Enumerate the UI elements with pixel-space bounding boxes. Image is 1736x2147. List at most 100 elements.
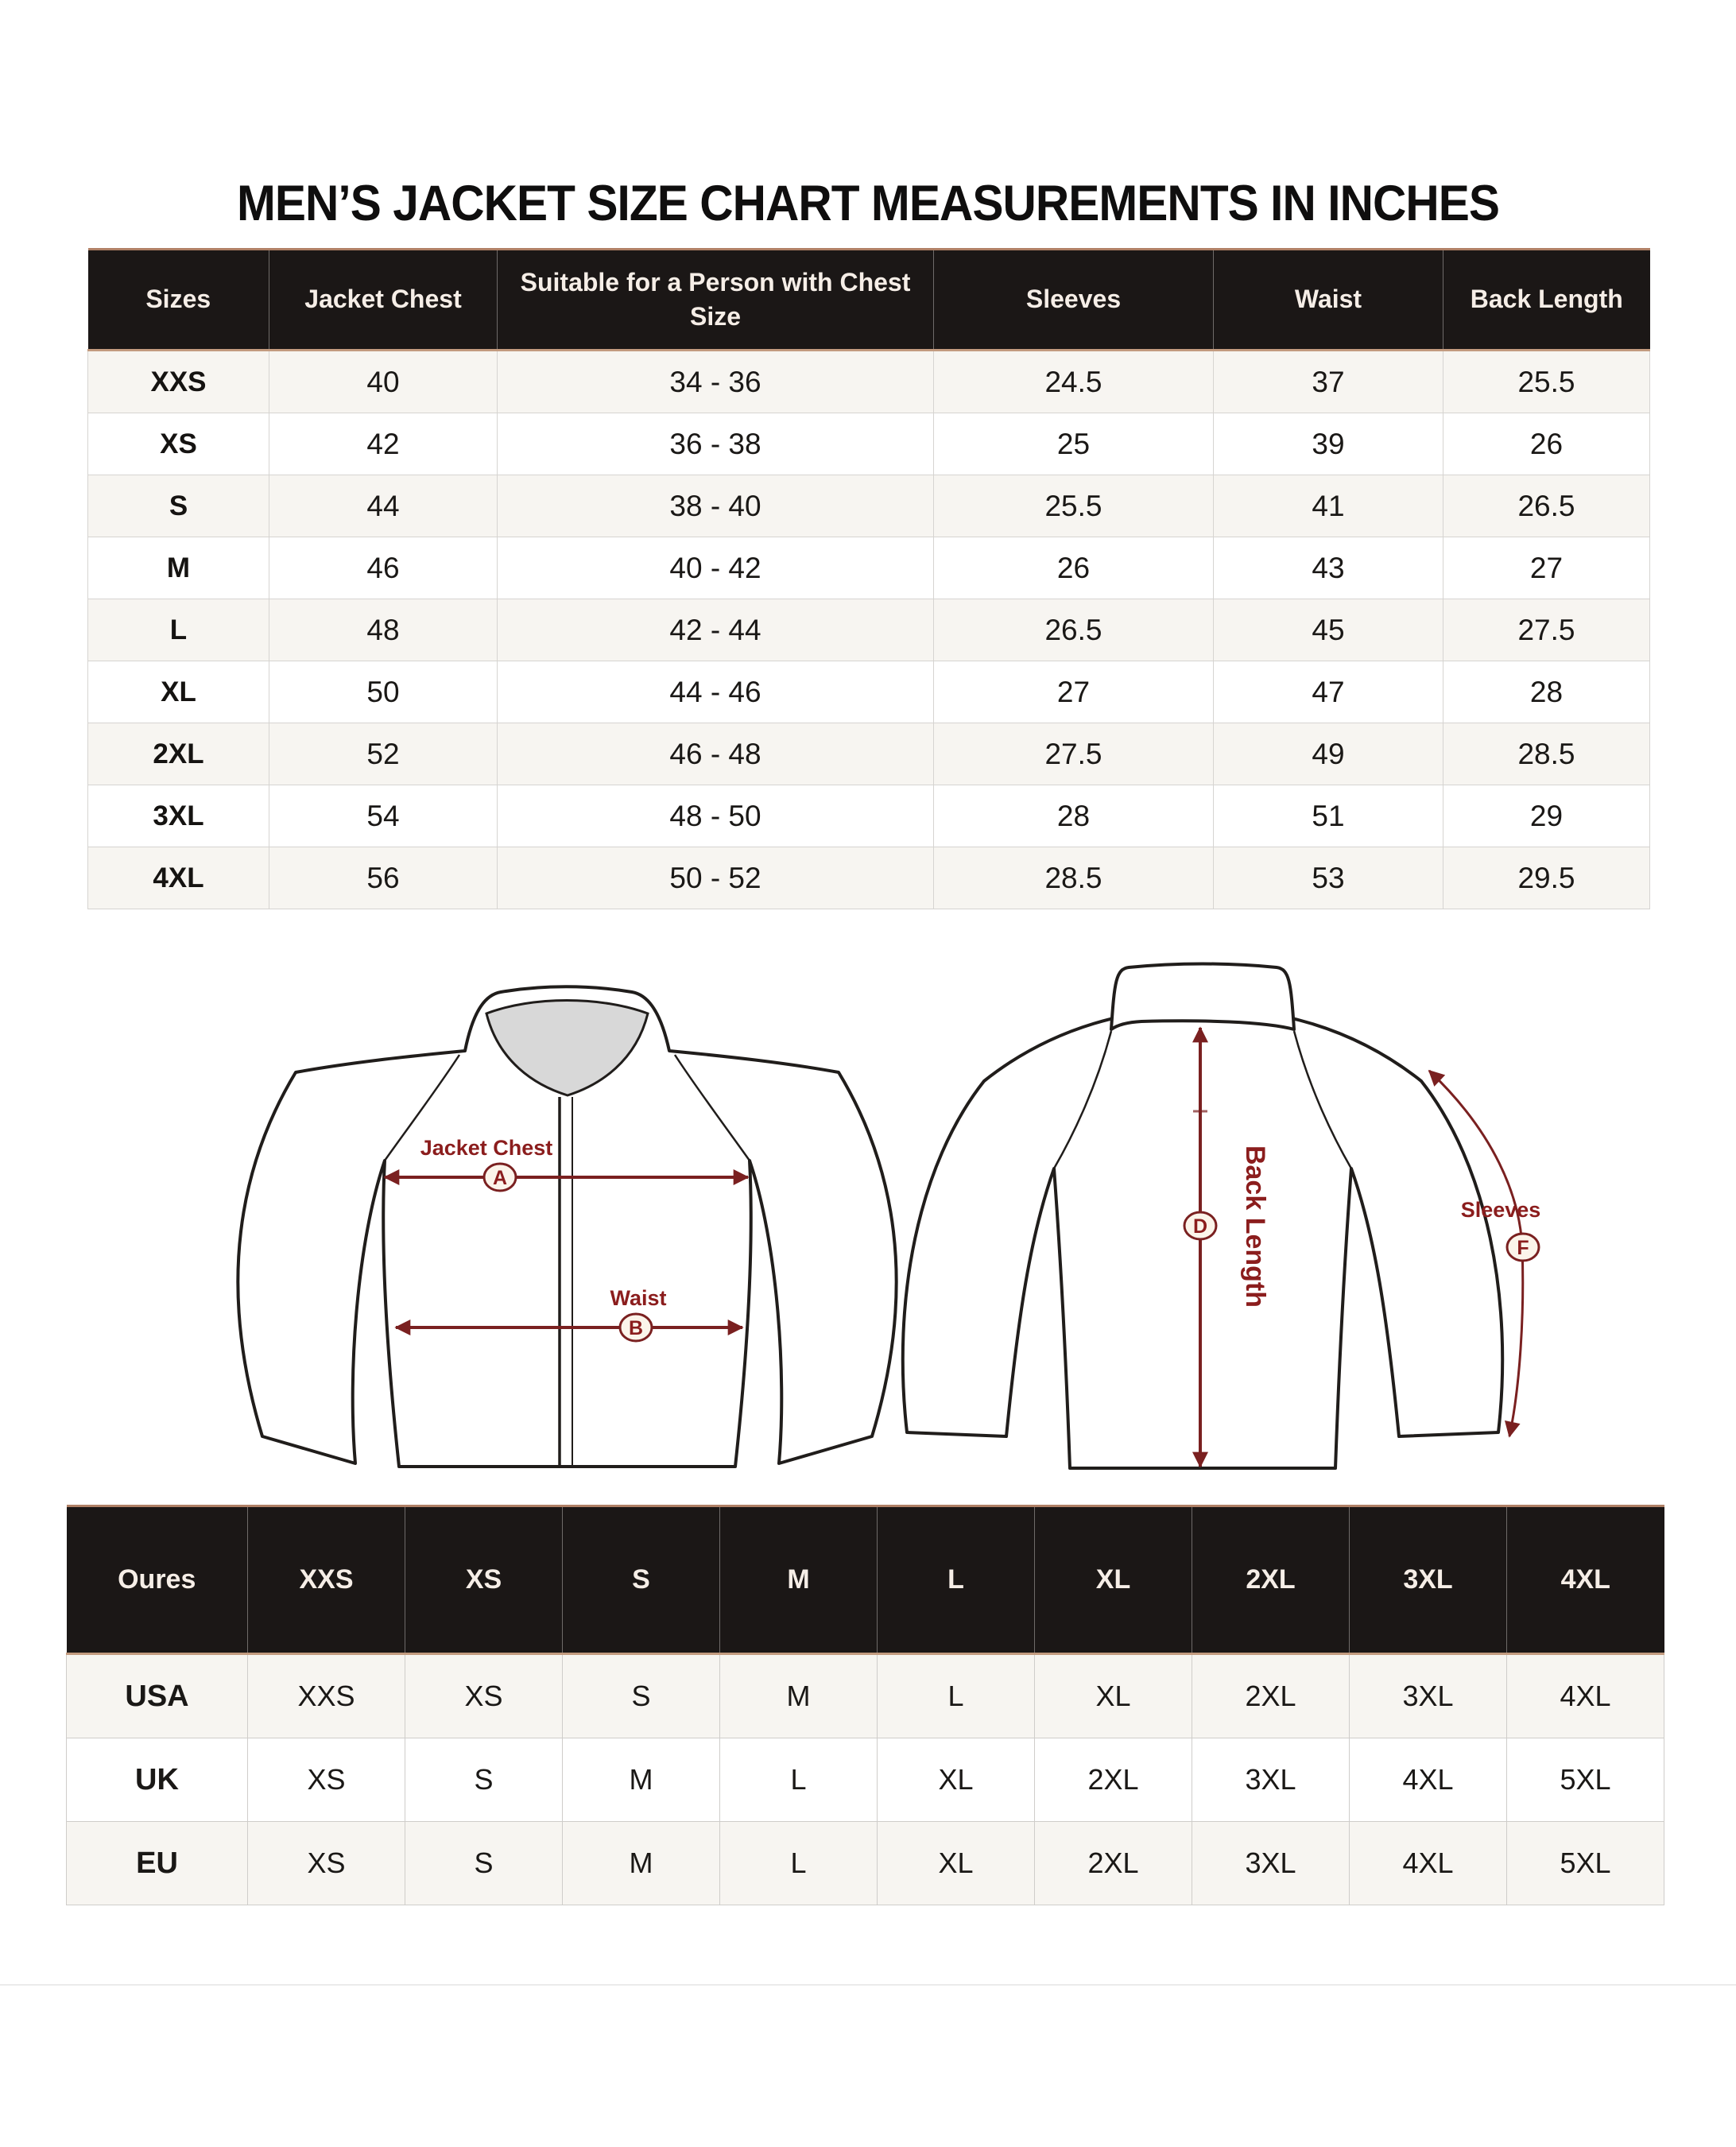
back-length-marker-letter: D (1193, 1215, 1207, 1238)
jacket-front-diagram: Jacket Chest A Waist B (236, 985, 898, 1468)
table-cell: 50 - 52 (497, 847, 934, 909)
table-cell: 3XL (1192, 1738, 1350, 1822)
table-cell: M (719, 1653, 878, 1738)
table-cell: 44 - 46 (497, 661, 934, 723)
row-header-cell: XXS (87, 350, 269, 413)
table-row: USA XXS XS S M L XL 2XL 3XL 4XL (66, 1653, 1664, 1738)
table-cell: 3XL (1192, 1821, 1350, 1905)
column-header: XXS (247, 1505, 405, 1655)
table-cell: 50 (269, 661, 498, 723)
table-cell: S (405, 1738, 563, 1822)
table-cell: XS (247, 1821, 405, 1905)
sleeves-marker-circle (1505, 1232, 1540, 1262)
table-row: XL 50 44 - 46 27 47 28 (87, 661, 1650, 723)
jacket-front-outline (236, 985, 898, 1468)
column-header: XL (1034, 1505, 1192, 1655)
table-cell: 25 (933, 413, 1214, 475)
table-cell: S (405, 1821, 563, 1905)
table-cell: 49 (1213, 723, 1443, 785)
table-cell: 52 (269, 723, 498, 785)
back-left-shoulder-seam (1052, 1030, 1113, 1169)
table-cell: 2XL (1034, 1738, 1192, 1822)
table-cell: 28.5 (933, 847, 1214, 909)
size-conversion-table: Oures XXS XS S M L XL 2XL 3XL 4XL USA XXS XS S M L XL 2X… (66, 1505, 1664, 1905)
table-cell: 4XL (1349, 1738, 1507, 1822)
header-row: Oures XXS XS S M L XL 2XL 3XL 4XL (66, 1505, 1664, 1655)
table-cell: 42 - 44 (497, 599, 934, 661)
table-cell: 47 (1213, 661, 1443, 723)
table-cell: 51 (1213, 785, 1443, 847)
table-cell: 3XL (1349, 1653, 1507, 1738)
column-header: Back Length (1443, 248, 1650, 351)
column-header: XS (405, 1505, 563, 1655)
table-cell: 28.5 (1443, 723, 1650, 785)
table-cell: 40 (269, 350, 498, 413)
table-cell: XL (877, 1738, 1035, 1822)
table-cell: 27.5 (933, 723, 1214, 785)
table-row: EU XS S M L XL 2XL 3XL 4XL 5XL (66, 1821, 1664, 1905)
table-cell: L (719, 1738, 878, 1822)
table-cell: 45 (1213, 599, 1443, 661)
table-cell: XL (877, 1821, 1035, 1905)
table-cell: 26 (1443, 413, 1650, 475)
size-table-body: XXS 40 34 - 36 24.5 37 25.5 XS 42 36 - 38 25 39 26 S… (87, 350, 1650, 909)
table-cell: 5XL (1506, 1738, 1664, 1822)
chest-label: Jacket Chest (420, 1136, 553, 1160)
table-cell: 53 (1213, 847, 1443, 909)
table-cell: 54 (269, 785, 498, 847)
row-header-cell: M (87, 537, 269, 599)
column-header: 3XL (1349, 1505, 1507, 1655)
row-header-cell: 4XL (87, 847, 269, 909)
table-cell: 43 (1213, 537, 1443, 599)
table-row: XS 42 36 - 38 25 39 26 (87, 413, 1650, 475)
table-cell: 28 (933, 785, 1214, 847)
table-row: 4XL 56 50 - 52 28.5 53 29.5 (87, 847, 1650, 909)
row-header-cell: S (87, 475, 269, 537)
table-cell: 4XL (1349, 1821, 1507, 1905)
table-cell: 25.5 (1443, 350, 1650, 413)
table-cell: 25.5 (933, 475, 1214, 537)
front-left-shoulder-seam (383, 1054, 461, 1161)
table-row: UK XS S M L XL 2XL 3XL 4XL 5XL (66, 1738, 1664, 1822)
jacket-front-collar (485, 999, 649, 1097)
header-row: Sizes Jacket Chest Suitable for a Person w… (87, 248, 1650, 351)
table-cell: M (562, 1821, 720, 1905)
table-cell: XL (1034, 1653, 1192, 1738)
row-header-cell: L (87, 599, 269, 661)
column-header: Suitable for a Person with Chest Size (497, 248, 934, 351)
jacket-measurement-diagram: Jacket Chest A Waist B Back Length D Sle… (236, 962, 1540, 1470)
table-cell: 24.5 (933, 350, 1214, 413)
table-row: 2XL 52 46 - 48 27.5 49 28.5 (87, 723, 1650, 785)
table-row: L 48 42 - 44 26.5 45 27.5 (87, 599, 1650, 661)
back-length-marker-circle (1183, 1211, 1218, 1241)
table-cell: 36 - 38 (497, 413, 934, 475)
conversion-table-body: USA XXS XS S M L XL 2XL 3XL 4XL UK XS S M L XL 2XL 3XL 4XL… (66, 1653, 1664, 1905)
table-cell: 44 (269, 475, 498, 537)
table-cell: 29.5 (1443, 847, 1650, 909)
row-header-cell: XL (87, 661, 269, 723)
table-row: 3XL 54 48 - 50 28 51 29 (87, 785, 1650, 847)
column-header: Oures (66, 1505, 248, 1655)
table-cell: M (562, 1738, 720, 1822)
sleeves-marker-letter: F (1517, 1237, 1529, 1259)
column-header: 2XL (1192, 1505, 1350, 1655)
row-header-cell: 3XL (87, 785, 269, 847)
waist-marker-letter: B (629, 1317, 643, 1339)
column-header: Sizes (87, 248, 269, 351)
size-measurements-table: Sizes Jacket Chest Suitable for a Person w… (87, 248, 1650, 909)
column-header: Jacket Chest (269, 248, 498, 351)
table-cell: 56 (269, 847, 498, 909)
jacket-back-collar (1110, 962, 1296, 1031)
table-cell: 48 (269, 599, 498, 661)
table-row: S 44 38 - 40 25.5 41 26.5 (87, 475, 1650, 537)
column-header: L (877, 1505, 1035, 1655)
table-cell: S (562, 1653, 720, 1738)
page-title: MEN’S JACKET SIZE CHART MEASUREMENTS IN … (236, 176, 1500, 231)
table-cell: L (877, 1653, 1035, 1738)
column-header: Waist (1213, 248, 1443, 351)
back-right-shoulder-seam (1292, 1030, 1353, 1169)
table-cell: 26.5 (1443, 475, 1650, 537)
table-cell: 2XL (1192, 1653, 1350, 1738)
table-cell: 28 (1443, 661, 1650, 723)
